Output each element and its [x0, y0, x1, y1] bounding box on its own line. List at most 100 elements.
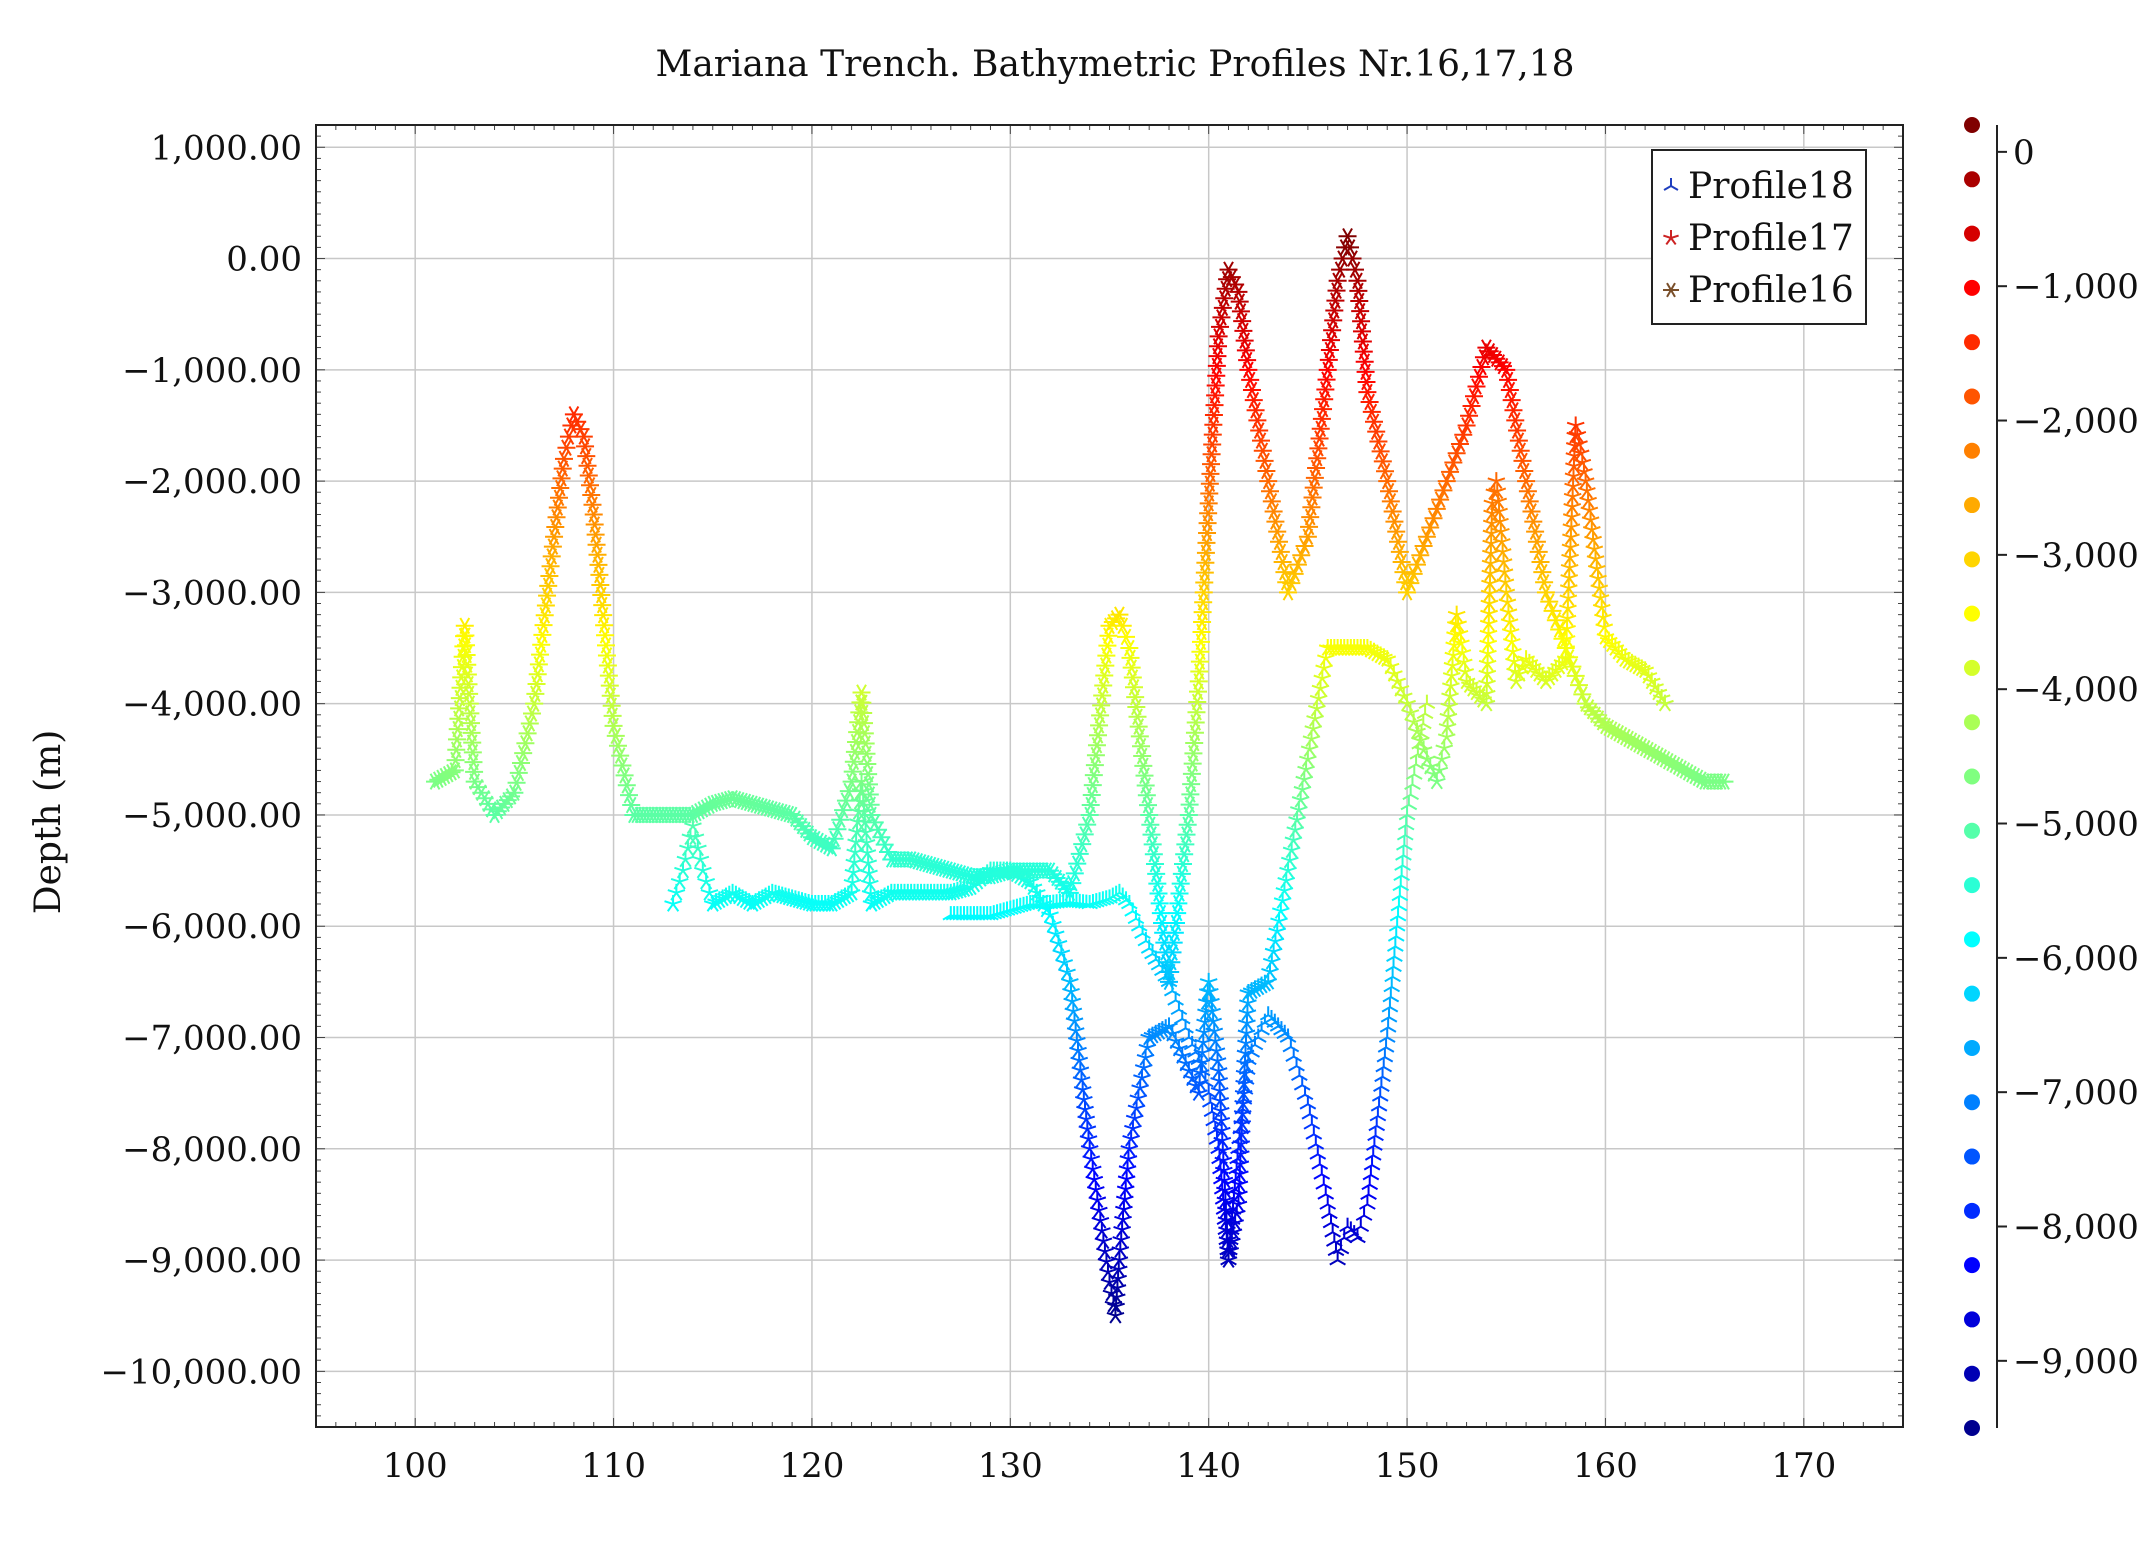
- data-point: [1338, 227, 1357, 245]
- data-point: [1311, 1155, 1329, 1170]
- data-point: [1456, 662, 1475, 680]
- data-point: [1388, 917, 1406, 932]
- data-point: [1421, 519, 1440, 536]
- data-point: [1352, 323, 1371, 340]
- data-point: [1140, 806, 1159, 824]
- data-point: [1480, 604, 1498, 622]
- data-point: [608, 737, 627, 755]
- colorbar-marker: [1964, 1420, 1980, 1436]
- data-point: [1434, 482, 1453, 499]
- data-point: [1129, 718, 1148, 735]
- data-point: [1073, 835, 1092, 853]
- data-point: [1063, 992, 1082, 1010]
- data-point: [1085, 1170, 1104, 1188]
- data-point: [1110, 606, 1129, 623]
- data-point: [1113, 1220, 1131, 1238]
- data-point: [1363, 1156, 1381, 1171]
- data-point: [1094, 677, 1113, 694]
- data-point: [1282, 1038, 1300, 1053]
- data-point: [1177, 826, 1196, 843]
- data-point: [1504, 401, 1523, 419]
- colorbar-marker: [1964, 985, 1980, 1002]
- y-tick-label: −9,000.00: [122, 1241, 302, 1281]
- data-point: [1350, 292, 1369, 310]
- data-point: [596, 627, 615, 644]
- data-point: [1507, 672, 1526, 690]
- data-point: [548, 499, 567, 516]
- data-point: [1181, 786, 1200, 803]
- data-point: [1070, 1051, 1089, 1069]
- data-point: [1501, 622, 1520, 640]
- data-point: [1404, 565, 1423, 583]
- data-point: [536, 597, 555, 614]
- data-point: [1236, 342, 1255, 359]
- data-point: [1365, 413, 1383, 431]
- data-point: [1212, 1111, 1231, 1129]
- data-point: [1355, 1206, 1373, 1221]
- data-point: [1202, 455, 1221, 473]
- y-tick-label: −10,000.00: [100, 1352, 302, 1392]
- data-point: [1235, 332, 1254, 349]
- data-point: [1189, 673, 1208, 690]
- data-point: [1250, 422, 1269, 439]
- data-point: [1435, 739, 1454, 757]
- data-point: [1203, 436, 1222, 453]
- data-point: [589, 556, 608, 574]
- data-point: [1389, 533, 1408, 551]
- data-point: [606, 727, 625, 745]
- data-point: [1378, 472, 1397, 490]
- data-point: [1209, 1061, 1228, 1079]
- y-tick-label: −6,000.00: [122, 907, 302, 947]
- data-point: [1553, 630, 1572, 648]
- data-point: [1255, 452, 1274, 470]
- chart-title: Mariana Trench. Bathymetric Profiles Nr.…: [655, 44, 1574, 85]
- legend-entry-profile17: Profile17: [1688, 218, 1854, 259]
- colorbar-marker: [1964, 1202, 1980, 1219]
- data-point: [1208, 347, 1227, 365]
- data-point: [1488, 482, 1507, 500]
- data-point: [1450, 435, 1469, 453]
- data-point: [1381, 998, 1399, 1013]
- data-point: [860, 864, 878, 882]
- data-point: [591, 576, 610, 594]
- data-point: [1185, 734, 1204, 752]
- data-point: [545, 528, 564, 546]
- data-point: [578, 457, 597, 475]
- y-tick-label: 1,000.00: [151, 128, 302, 168]
- grid: [316, 125, 1903, 1427]
- data-point: [1230, 1185, 1248, 1203]
- data-point: [1207, 357, 1226, 375]
- data-point: [1443, 656, 1462, 674]
- data-point: [1520, 493, 1539, 510]
- data-point: [1279, 1028, 1297, 1043]
- data-point: [1307, 459, 1326, 477]
- data-point: [1089, 726, 1108, 744]
- data-point: [531, 646, 550, 663]
- data-point: [1478, 674, 1496, 692]
- legend-box: [1651, 149, 1867, 325]
- data-point: [594, 606, 613, 624]
- data-point: [1192, 1053, 1211, 1071]
- data-point: [534, 616, 553, 634]
- data-point: [1293, 1076, 1311, 1091]
- data-point: [1478, 664, 1497, 682]
- data-point: [1559, 599, 1577, 617]
- data-point: [1376, 1048, 1394, 1063]
- data-point: [1594, 608, 1612, 626]
- data-point: [447, 741, 466, 759]
- data-point: [1586, 550, 1605, 567]
- data-point: [1373, 453, 1392, 470]
- data-point: [1288, 556, 1307, 573]
- data-point: [1395, 846, 1412, 861]
- data-point: [1327, 282, 1346, 299]
- data-point: [1527, 533, 1546, 551]
- data-point: [1314, 400, 1333, 418]
- data-point: [1310, 430, 1329, 447]
- data-point: [1306, 709, 1324, 727]
- data-point: [1437, 728, 1456, 745]
- data-point: [553, 460, 572, 477]
- data-point: [1390, 896, 1408, 912]
- colorbar-marker: [1964, 334, 1980, 351]
- data-point: [523, 705, 542, 722]
- data-point: [1173, 1047, 1192, 1064]
